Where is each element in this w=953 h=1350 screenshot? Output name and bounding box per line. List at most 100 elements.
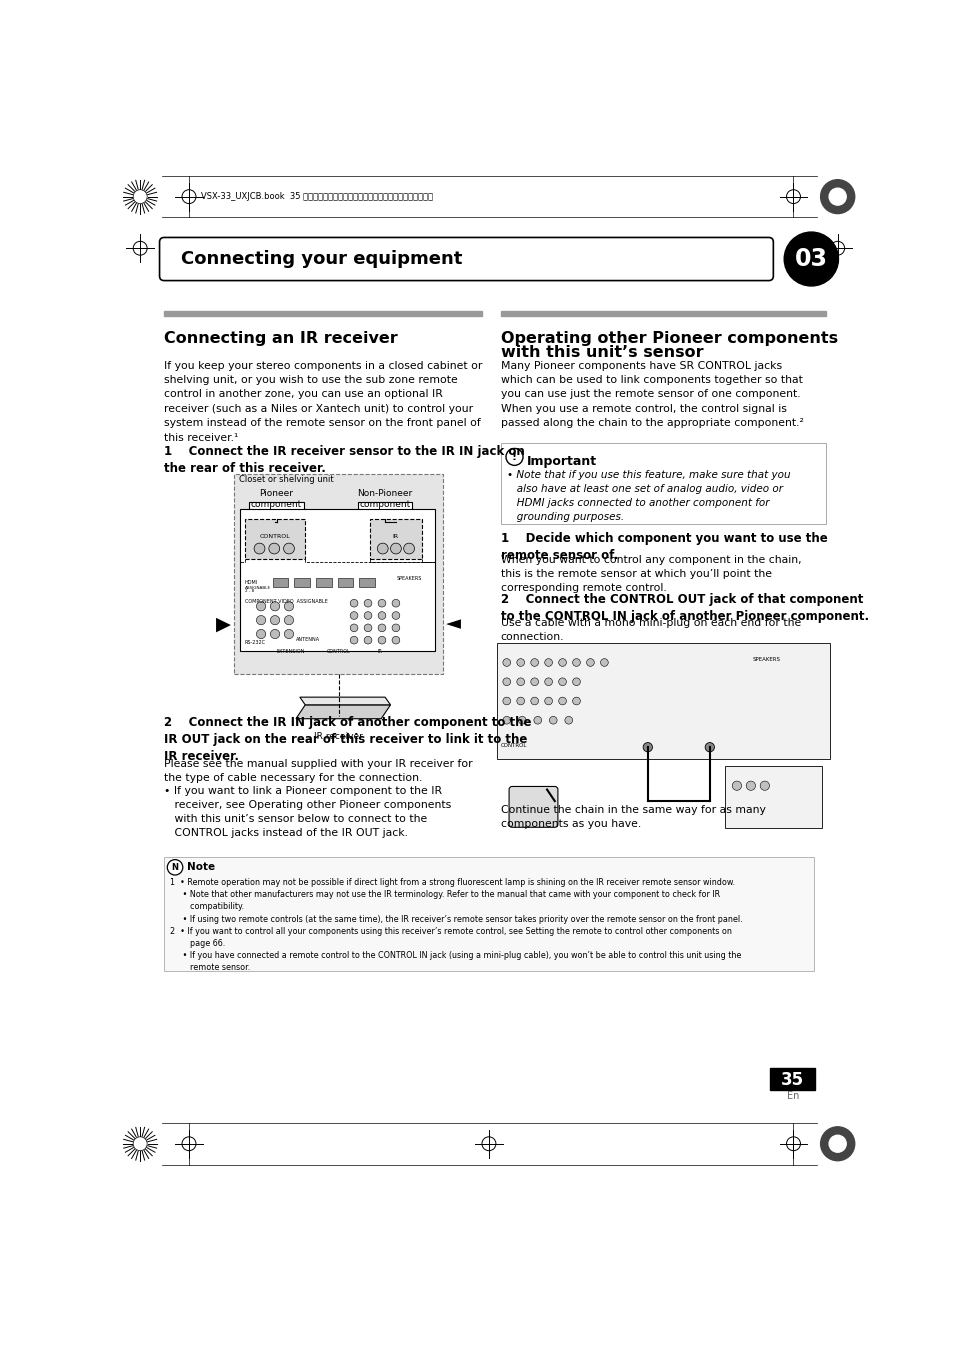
- Text: Many Pioneer components have SR CONTROL jacks
which can be used to link componen: Many Pioneer components have SR CONTROL …: [500, 360, 802, 428]
- Circle shape: [403, 543, 415, 554]
- Circle shape: [364, 636, 372, 644]
- Bar: [497, 643, 829, 759]
- FancyBboxPatch shape: [509, 787, 558, 828]
- Circle shape: [284, 629, 294, 639]
- Circle shape: [270, 616, 279, 625]
- Bar: [249, 502, 303, 518]
- Circle shape: [586, 659, 594, 667]
- Text: COMPONENT VIDEO  ASSIGNABLE: COMPONENT VIDEO ASSIGNABLE: [245, 598, 327, 603]
- Circle shape: [133, 1137, 147, 1150]
- Bar: [164, 312, 481, 316]
- Text: Connecting an IR receiver: Connecting an IR receiver: [164, 331, 397, 347]
- Text: 1    Decide which component you want to use the
remote sensor of.: 1 Decide which component you want to use…: [500, 532, 826, 562]
- Text: 2 - 8: 2 - 8: [245, 590, 253, 594]
- Circle shape: [530, 659, 537, 667]
- Bar: [769, 1068, 815, 1089]
- Text: IR: IR: [377, 649, 382, 655]
- Circle shape: [167, 860, 183, 875]
- Circle shape: [783, 232, 838, 286]
- Bar: [724, 767, 821, 828]
- Text: Note: Note: [187, 863, 214, 872]
- Circle shape: [530, 697, 537, 705]
- Circle shape: [549, 717, 557, 724]
- Circle shape: [572, 678, 579, 686]
- Circle shape: [517, 697, 524, 705]
- Bar: [315, 578, 332, 587]
- Circle shape: [564, 717, 572, 724]
- Circle shape: [269, 543, 279, 554]
- Circle shape: [283, 543, 294, 554]
- Text: CONTROL: CONTROL: [259, 535, 290, 540]
- Text: N: N: [172, 863, 178, 872]
- Circle shape: [364, 612, 372, 620]
- Text: !: !: [512, 452, 517, 462]
- Bar: [337, 578, 353, 587]
- Text: ◄: ◄: [446, 614, 461, 633]
- Text: VSX-33_UXJCB.book  35 ページ　２０１０年３月９日　火曜日　午前１０時３９分: VSX-33_UXJCB.book 35 ページ ２０１０年３月９日 火曜日 午…: [200, 192, 433, 201]
- Circle shape: [350, 599, 357, 608]
- Circle shape: [256, 629, 266, 639]
- Circle shape: [828, 188, 845, 205]
- Text: 35: 35: [781, 1071, 803, 1089]
- Circle shape: [377, 612, 385, 620]
- Circle shape: [572, 697, 579, 705]
- Circle shape: [544, 697, 552, 705]
- Bar: [500, 312, 825, 316]
- Text: Non-Pioneer
component: Non-Pioneer component: [357, 489, 413, 509]
- Circle shape: [350, 636, 357, 644]
- Circle shape: [377, 624, 385, 632]
- Circle shape: [534, 717, 541, 724]
- Text: 03: 03: [794, 247, 827, 271]
- Text: Use a cable with a mono mini-plug on each end for the
connection.: Use a cable with a mono mini-plug on eac…: [500, 618, 800, 641]
- Circle shape: [642, 743, 652, 752]
- Text: 2    Connect the IR IN jack of another component to the
IR OUT jack on the rear : 2 Connect the IR IN jack of another comp…: [164, 717, 531, 763]
- Text: Connecting your equipment: Connecting your equipment: [181, 250, 462, 269]
- Text: 2    Connect the CONTROL OUT jack of that component
to the CONTROL IN jack of an: 2 Connect the CONTROL OUT jack of that c…: [500, 593, 868, 624]
- Circle shape: [133, 190, 147, 204]
- Circle shape: [828, 1135, 845, 1152]
- FancyBboxPatch shape: [159, 238, 773, 281]
- Text: Continue the chain in the same way for as many
components as you have.: Continue the chain in the same way for a…: [500, 805, 764, 829]
- Text: HDMI: HDMI: [245, 580, 257, 585]
- Text: RS-232C: RS-232C: [245, 640, 266, 645]
- Circle shape: [392, 636, 399, 644]
- Circle shape: [392, 624, 399, 632]
- Circle shape: [517, 678, 524, 686]
- Text: ▶: ▶: [215, 614, 231, 633]
- Text: CONTROL: CONTROL: [500, 744, 526, 748]
- Circle shape: [820, 1127, 854, 1161]
- Text: SPEAKERS: SPEAKERS: [396, 576, 421, 582]
- Circle shape: [517, 717, 525, 724]
- Circle shape: [377, 636, 385, 644]
- Text: • If you want to link a Pioneer component to the IR
   receiver, see Operating o: • If you want to link a Pioneer componen…: [164, 786, 451, 838]
- Text: Important: Important: [526, 455, 597, 467]
- Circle shape: [517, 659, 524, 667]
- Circle shape: [544, 659, 552, 667]
- Circle shape: [572, 659, 579, 667]
- Circle shape: [502, 678, 510, 686]
- Polygon shape: [295, 705, 390, 718]
- Bar: [273, 578, 288, 587]
- Circle shape: [704, 743, 714, 752]
- Text: SPEAKERS: SPEAKERS: [752, 657, 780, 661]
- Bar: [164, 856, 813, 971]
- Bar: [500, 443, 825, 524]
- Circle shape: [502, 659, 510, 667]
- Circle shape: [558, 678, 566, 686]
- Circle shape: [502, 717, 510, 724]
- Circle shape: [599, 659, 608, 667]
- Polygon shape: [299, 697, 390, 705]
- Circle shape: [392, 612, 399, 620]
- Text: Operating other Pioneer components: Operating other Pioneer components: [500, 331, 837, 347]
- Bar: [357, 502, 412, 518]
- Circle shape: [364, 624, 372, 632]
- Text: If you keep your stereo components in a closed cabinet or
shelving unit, or you : If you keep your stereo components in a …: [164, 360, 482, 443]
- Circle shape: [350, 612, 357, 620]
- Text: When you want to control any component in the chain,
this is the remote sensor a: When you want to control any component i…: [500, 555, 801, 593]
- Circle shape: [270, 629, 279, 639]
- Circle shape: [256, 616, 266, 625]
- Circle shape: [377, 543, 388, 554]
- Text: EXTENSION: EXTENSION: [276, 649, 305, 655]
- Text: 1  • Remote operation may not be possible if direct light from a strong fluoresc: 1 • Remote operation may not be possible…: [170, 878, 741, 972]
- Circle shape: [558, 659, 566, 667]
